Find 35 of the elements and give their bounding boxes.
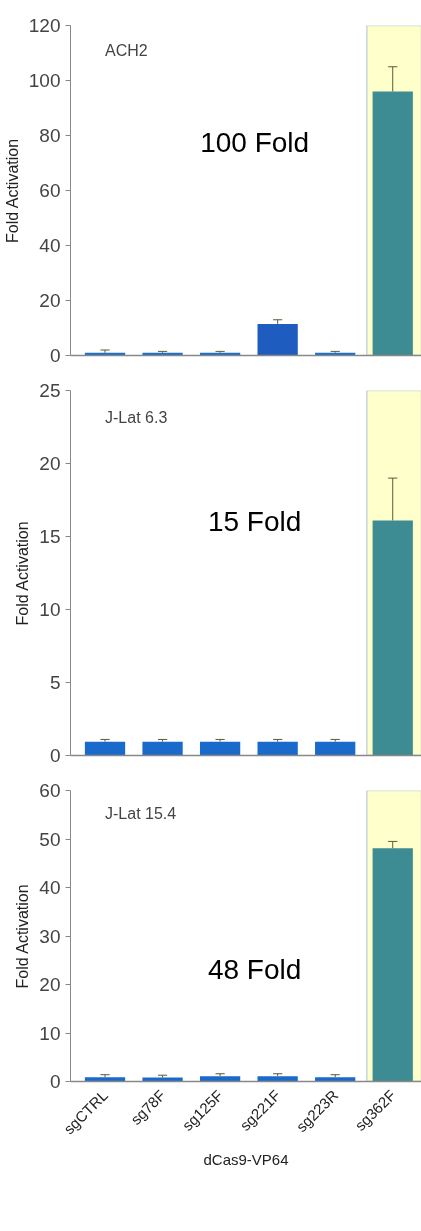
y-tick-label: 60 xyxy=(39,780,61,801)
y-tick-label: 0 xyxy=(49,345,61,366)
bar xyxy=(257,323,298,356)
bar xyxy=(84,1077,126,1082)
y-tick-label: 15 xyxy=(39,526,61,547)
bar xyxy=(257,1076,298,1082)
y-tick-label: 10 xyxy=(39,599,61,620)
y-tick-label: 25 xyxy=(39,380,61,401)
y-tick-label: 0 xyxy=(49,745,61,766)
bar xyxy=(199,1076,241,1082)
y-tick-label: 40 xyxy=(39,877,61,898)
y-tick-label: 100 xyxy=(28,70,61,91)
text: J-Lat 6.3 xyxy=(105,408,168,426)
annotation: 48 Fold xyxy=(207,954,302,986)
y-axis-title: Fold Activation xyxy=(3,138,21,243)
annotation: 100 Fold xyxy=(200,126,310,158)
bar xyxy=(315,1077,356,1082)
y-axis-title: Fold Activation xyxy=(14,884,32,989)
x-axis-title: dCas9-VP64 xyxy=(203,1151,289,1169)
text: J-Lat 15.4 xyxy=(105,805,177,823)
y-tick-label: 20 xyxy=(39,453,61,474)
y-tick-label: 120 xyxy=(28,15,61,36)
annotation: 15 Fold xyxy=(207,505,302,537)
text: ACH2 xyxy=(105,42,148,59)
y-tick-label: 5 xyxy=(49,672,61,693)
y-axis-title: Fold Activation xyxy=(14,521,32,626)
y-tick-label: 10 xyxy=(39,1022,61,1044)
y-tick-label: 80 xyxy=(39,125,61,146)
y-tick-label: 60 xyxy=(39,180,61,201)
y-tick-label: 40 xyxy=(39,235,61,256)
y-tick-label: 20 xyxy=(39,974,61,995)
y-tick-label: 20 xyxy=(39,290,61,311)
y-tick-label: 0 xyxy=(49,1071,61,1092)
y-tick-label: 30 xyxy=(39,925,61,947)
y-tick-label: 50 xyxy=(39,828,61,850)
